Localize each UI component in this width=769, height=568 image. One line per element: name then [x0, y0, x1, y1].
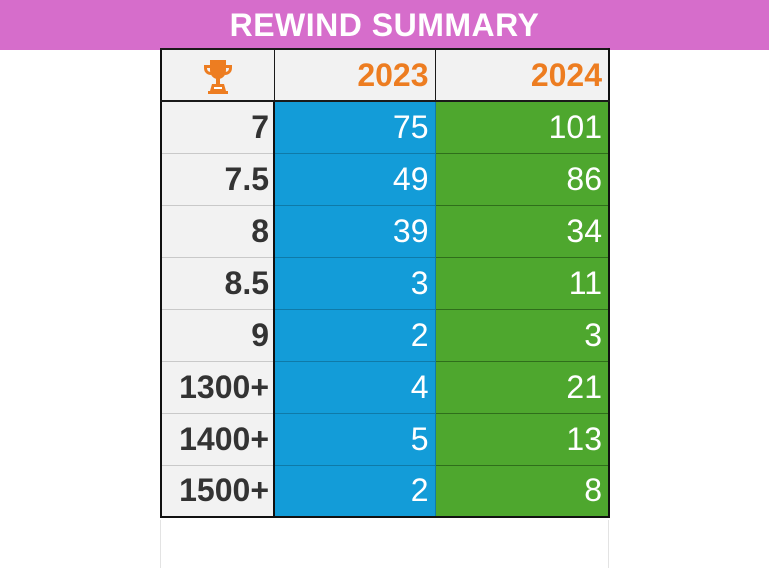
table-row: 7.5 49 86	[160, 153, 610, 206]
row-label[interactable]: 1400+	[160, 413, 275, 466]
sheet-gridline	[608, 520, 609, 568]
value-2024[interactable]: 11	[435, 257, 610, 310]
row-label[interactable]: 7	[160, 101, 275, 154]
value-2023[interactable]: 39	[274, 205, 436, 258]
header-year-2024[interactable]: 2024	[434, 48, 610, 102]
table-row: 8 39 34	[160, 205, 610, 258]
value-2024[interactable]: 8	[435, 465, 610, 518]
header-icon-cell[interactable]	[160, 48, 275, 102]
title-bar: REWIND SUMMARY	[0, 0, 769, 50]
row-label[interactable]: 9	[160, 309, 275, 362]
row-label[interactable]: 7.5	[160, 153, 275, 206]
value-2024[interactable]: 101	[435, 101, 610, 154]
value-2024[interactable]: 21	[435, 361, 610, 414]
sheet-gridline	[160, 520, 161, 568]
page-title: REWIND SUMMARY	[229, 6, 540, 43]
value-2023[interactable]: 3	[274, 257, 436, 310]
summary-table: 2023 2024 7 75 101 7.5 49 86 8 39 34 8.5…	[160, 48, 610, 518]
value-2023[interactable]: 5	[274, 413, 436, 466]
row-label[interactable]: 1500+	[160, 465, 275, 518]
trophy-icon	[203, 60, 232, 95]
value-2023[interactable]: 2	[274, 309, 436, 362]
value-2024[interactable]: 3	[435, 309, 610, 362]
row-label[interactable]: 8.5	[160, 257, 275, 310]
value-2023[interactable]: 2	[274, 465, 436, 518]
value-2024[interactable]: 13	[435, 413, 610, 466]
table-row: 7 75 101	[160, 101, 610, 154]
value-2024[interactable]: 86	[435, 153, 610, 206]
header-row: 2023 2024	[160, 48, 610, 102]
row-label[interactable]: 1300+	[160, 361, 275, 414]
table-row: 1400+ 5 13	[160, 413, 610, 466]
value-2023[interactable]: 4	[274, 361, 436, 414]
table-row: 9 2 3	[160, 309, 610, 362]
table-row: 8.5 3 11	[160, 257, 610, 310]
value-2023[interactable]: 75	[274, 101, 436, 154]
table-row: 1500+ 2 8	[160, 465, 610, 518]
table-row: 1300+ 4 21	[160, 361, 610, 414]
header-year-2023[interactable]: 2023	[273, 48, 436, 102]
value-2024[interactable]: 34	[435, 205, 610, 258]
row-label[interactable]: 8	[160, 205, 275, 258]
value-2023[interactable]: 49	[274, 153, 436, 206]
